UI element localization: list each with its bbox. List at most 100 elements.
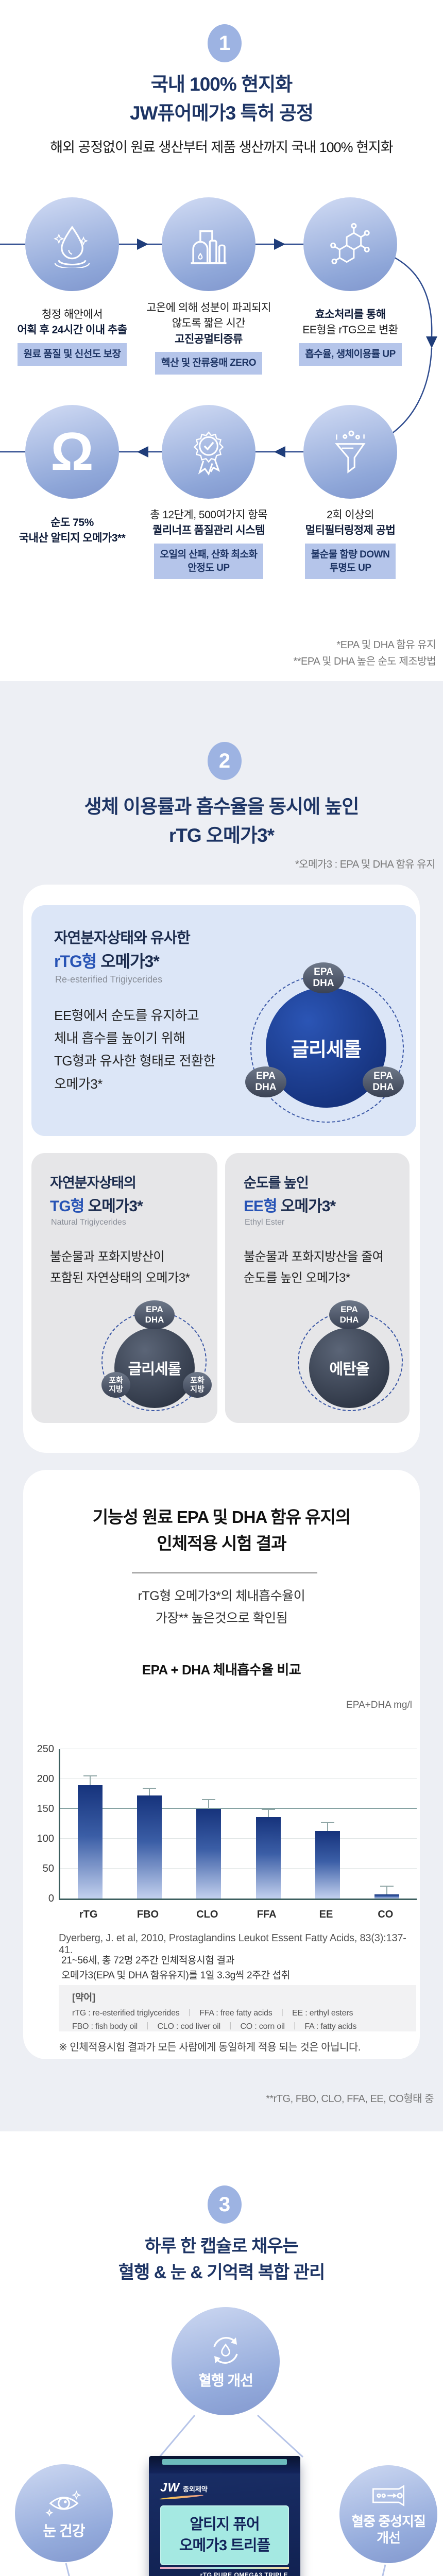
quality-seal-icon [193,431,224,476]
chart-bar-CLO [196,1809,222,1899]
abbreviation-title: [약어] [72,1992,96,2003]
tg-card: 자연분자상태의 TG형 오메가3* Natural Trigiycerides … [31,1153,217,1423]
saturated-fat-node: 포화 지방 [101,1372,130,1398]
section-number-badge: 2 [208,742,242,780]
chart-unit-label: EPA+DHA mg/l [346,1700,412,1710]
step-badge-line: 헥산 및 잔류용매 ZERO [161,358,256,369]
chart-bar-EE [315,1831,340,1899]
step-caption-line: 효소처리를 통해 [315,309,386,320]
error-bar-cap [143,1787,156,1789]
chart-intro: rTG형 오메가3*의 체내흡수율이 가장** 높은것으로 확인됨 [138,1589,305,1625]
benefit-circle-eye-health: 눈 건강 [15,2464,113,2562]
y-axis-tick: 250 [37,1743,54,1755]
gridline [60,1868,417,1869]
step-circle-quality [162,405,255,499]
error-bar [89,1776,91,1785]
y-axis-tick: 50 [42,1863,54,1874]
epa-dha-node: EPA DHA [134,1300,175,1329]
epa-dha-node: EPA DHA [245,1066,286,1097]
footnote-1: *EPA 및 DHA 함유 유지 **EPA 및 DHA 높은 순도 제조방법 [293,639,436,667]
error-bar-cap [261,1809,275,1810]
y-axis-tick: 0 [48,1893,54,1904]
step-badge-line: 흡수율, 생체이용률 UP [305,348,396,360]
error-bar-cap [321,1821,334,1823]
error-bar-cap [83,1775,97,1777]
clinical-result-card: 기능성 원료 EPA 및 DHA 함유 유지의 인체적용 시험 결과 rTG형 … [23,1470,420,2059]
divider-line [132,1572,317,1573]
gridline [60,1808,417,1809]
step-caption-line: 퀄리너프 품질관리 시스템 [152,524,265,537]
epa-dha-node: EPA DHA [329,1300,369,1329]
step-caption-line: 순도 75% [50,517,94,529]
step-caption-line: EE형을 rTG으로 변환 [302,324,398,336]
tg-title2: TG형 오메가3* [50,1198,143,1215]
abbreviation-item: FA : fatty acids [304,2022,357,2031]
molecule-icon [330,223,370,264]
error-bar-cap [202,1799,216,1800]
chart-disclaimer: ※ 인체적용시험 결과가 모든 사람에게 동일하게 적용 되는 것은 아닙니다. [59,2042,361,2053]
saturated-fat-node: 포화 지방 [183,1372,212,1398]
step-label-omega: 순도 75% 국내산 알티지 오메가3** [3,515,141,547]
section-number-badge: 3 [208,2185,242,2224]
step-circle-enzyme [303,197,397,291]
abbreviation-row: FBO : fish body oil ㅣ CLO : cod liver oil ㅣ… [72,2022,357,2031]
benefit-connector-lines [65,2414,386,2576]
step-badge-line: 투명도 UP [329,562,371,573]
step-circle-extraction [25,197,119,291]
step-badge-line: 안정도 UP [188,562,230,573]
ee-card: 순도를 높인 EE형 오메가3* Ethyl Ester 불순물과 포화지방산을… [225,1153,410,1423]
tg-title: 자연분자상태의 [50,1175,137,1191]
abbreviation-box: [약어] rTG : re-esterified triglycerides ㅣ F… [59,1985,416,2031]
circulation-icon [213,2336,238,2364]
benefit-circle-triglyceride: 혈중 중성지질 개선 [339,2465,437,2563]
step-circle-omega: Ω [25,405,119,499]
step-label-quality: 총 12단계, 500여가지 항목 퀄리너프 품질관리 시스템 오일의 산패, 산화… [140,507,278,580]
step-circle-distillation [162,197,255,291]
rtg-panel-subtitle: Re-esterified Trigiycerides [55,974,163,985]
section-title: 하루 한 캡슐로 채우는 혈행 & 눈 & 기억력 복합 관리 [118,2236,326,2282]
benefit-circle-blood-flow: 혈행 개선 [172,2307,280,2415]
section-number: 1 [218,31,231,55]
ee-subtitle: Ethyl Ester [245,1218,285,1227]
abbreviation-item: EE : erthyl esters [292,2009,353,2018]
error-bar [386,1886,388,1894]
step-caption-line: 총 12단계, 500여가지 항목 [150,509,267,521]
gridline [60,1778,417,1779]
step-caption-line: 않도록 짧은 시간 [172,317,246,330]
error-bar [208,1800,210,1809]
rtg-comparison-card: 자연분자상태와 유사한 rTG형 오메가3* Re-esterified Tri… [23,885,420,1453]
x-axis-label: FBO [137,1909,159,1920]
step-caption-line: 어획 후 24시간 이내 추출 [17,324,127,336]
water-drop-icon [54,226,90,268]
box-lid-label [162,2459,287,2465]
step-label-extraction: 청정 해안에서 어획 후 24시간 이내 추출 원료 품질 및 신선도 보장 [3,307,141,366]
y-axis-tick: 150 [37,1803,54,1815]
abbreviation-item: CLO : cod liver oil [157,2022,220,2031]
x-axis-label: CLO [196,1909,218,1920]
bar-chart: 0 50 100 150 200 250 [37,1743,417,1904]
blood-vessel-icon [372,2484,404,2506]
funnel-icon [335,430,366,473]
step-caption-line: 고진공멀티증류 [175,333,243,345]
benefit-label: 눈 건강 [43,2522,85,2539]
step-caption-line: 청정 해안에서 [41,309,103,320]
section-number: 2 [218,749,231,772]
tg-body: 불순물과 포화지방산이 포함된 자연상태의 오메가3* [50,1250,190,1285]
abbreviation-row: rTG : re-esterified triglycerides ㅣ FFA : … [72,2009,353,2018]
section-process: 1 국내 100% 현지화 JW퓨어메가3 특허 공정 해외 공정없이 원료 생… [0,0,443,681]
step-caption-line: 국내산 알티지 오메가3** [19,532,126,545]
product-name-en: rTG PURE OMEGA3 TRIPLE [200,2571,288,2576]
rtg-panel-body: EE형에서 순도를 유지하고 체내 흡수를 높이기 위해 TG형과 유사한 형태… [54,1008,215,1092]
ee-body: 불순물과 포화지방산을 줄여 순도를 높인 오메가3* [244,1250,384,1285]
ee-title: 순도를 높인 [244,1175,309,1191]
error-bar [149,1788,150,1796]
ee-title2: EE형 오메가3* [244,1198,336,1215]
ee-ethanol-circle: 에탄올 [309,1328,389,1408]
section-benefits: 3 하루 한 캡슐로 채우는 혈행 & 눈 & 기억력 복합 관리 혈행 개선 [0,2131,443,2576]
distiller-icon [191,230,227,264]
benefit-label: 혈중 중성지질 개선 [351,2513,426,2546]
step-label-filtering: 2회 이상의 멀티필터링정제 공법 불순물 함량 DOWN 투명도 UP [281,507,419,580]
step-caption-line: 고온에 의해 성분이 파괴되지 [146,302,271,314]
